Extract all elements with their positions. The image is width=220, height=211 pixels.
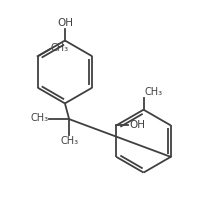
Text: CH₃: CH₃ (51, 43, 69, 53)
Text: CH₃: CH₃ (30, 113, 48, 123)
Text: OH: OH (129, 120, 145, 130)
Text: CH₃: CH₃ (60, 136, 78, 146)
Text: OH: OH (57, 18, 73, 27)
Text: CH₃: CH₃ (145, 87, 163, 97)
